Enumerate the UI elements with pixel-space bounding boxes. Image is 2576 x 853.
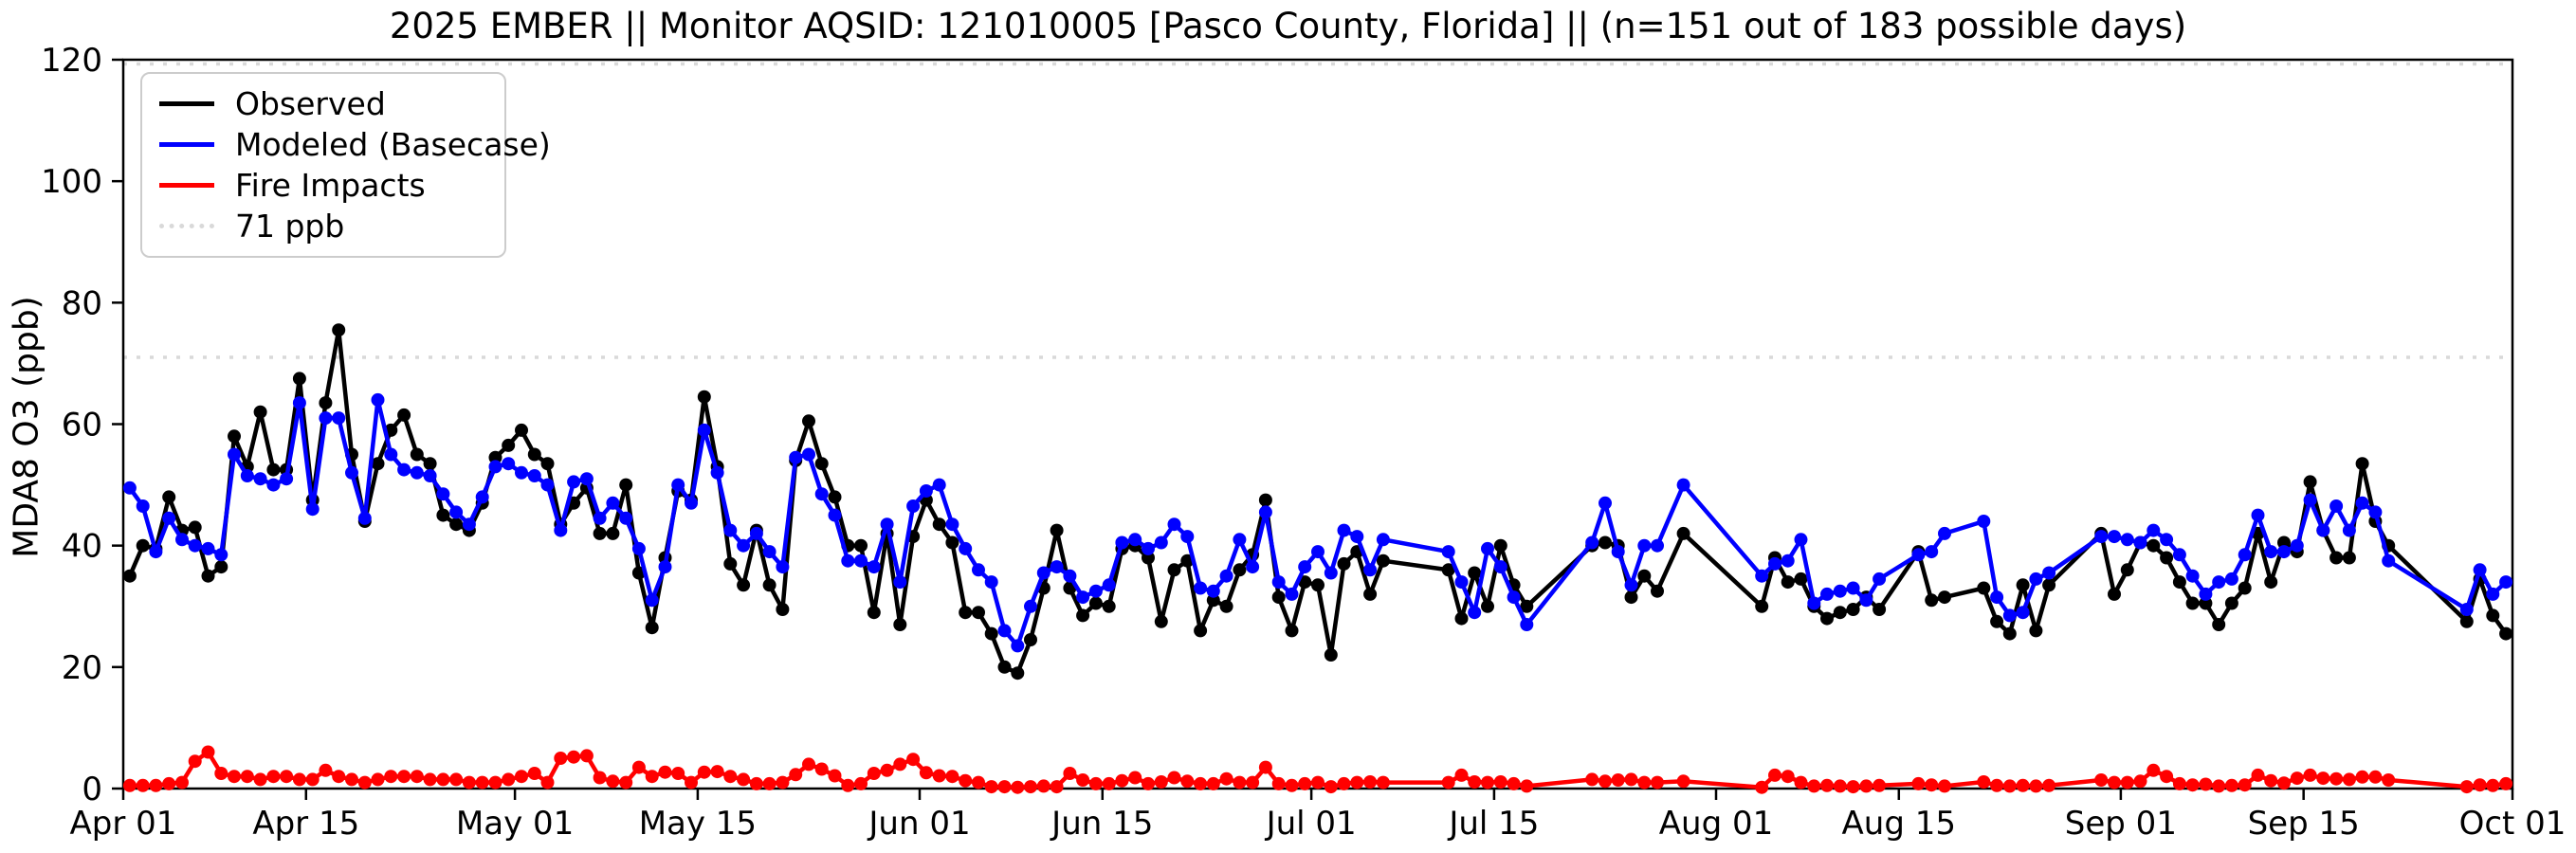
legend: Observed Modeled (Basecase) Fire Impacts… [140, 72, 551, 258]
x-tick-label: Jul 15 [1447, 805, 1539, 843]
x-tick-label: Sep 15 [2248, 805, 2360, 843]
y-tick-label: 100 [41, 163, 102, 201]
observed-line-icon [159, 101, 214, 106]
fire-impacts-line-icon [159, 183, 214, 188]
legend-label: 71 ppb [235, 208, 345, 245]
x-tick-label: Sep 01 [2065, 805, 2177, 843]
x-tick-label: May 01 [456, 805, 574, 843]
chart-title: 2025 EMBER || Monitor AQSID: 121010005 [… [389, 6, 2187, 46]
x-tick-label: Apr 15 [252, 805, 359, 843]
y-tick-label: 80 [62, 284, 102, 322]
legend-label: Modeled (Basecase) [235, 126, 551, 163]
dotted-threshold-line-icon [159, 224, 214, 228]
x-tick-label: Jun 01 [867, 805, 970, 843]
y-tick-label: 40 [62, 528, 102, 566]
y-tick-label: 0 [82, 771, 102, 808]
x-tick-label: Aug 01 [1659, 805, 1773, 843]
legend-label: Fire Impacts [235, 167, 426, 204]
y-axis-label: MDA8 O3 (ppb) [7, 296, 46, 558]
series-fire-impacts [122, 745, 2513, 794]
x-tick-label: Aug 15 [1842, 805, 1956, 843]
x-tick-label: May 15 [639, 805, 757, 843]
legend-item-modeled-basecase: Modeled (Basecase) [142, 124, 551, 165]
y-tick-label: 60 [62, 407, 102, 445]
legend-item-observed: Observed [142, 83, 504, 124]
y-tick-label: 120 [41, 42, 102, 80]
modeled-line-icon [159, 142, 214, 147]
y-tick-label: 20 [62, 649, 102, 687]
x-tick-label: Oct 01 [2459, 805, 2567, 843]
legend-item-fire-impacts: Fire Impacts [142, 165, 504, 206]
x-tick-label: Apr 01 [70, 805, 177, 843]
legend-label: Observed [235, 85, 386, 122]
series-modeled-basecase- [122, 392, 2513, 653]
x-tick-label: Jul 01 [1265, 805, 1357, 843]
x-tick-label: Jun 15 [1050, 805, 1153, 843]
legend-item-71ppb-threshold: 71 ppb [142, 206, 504, 246]
